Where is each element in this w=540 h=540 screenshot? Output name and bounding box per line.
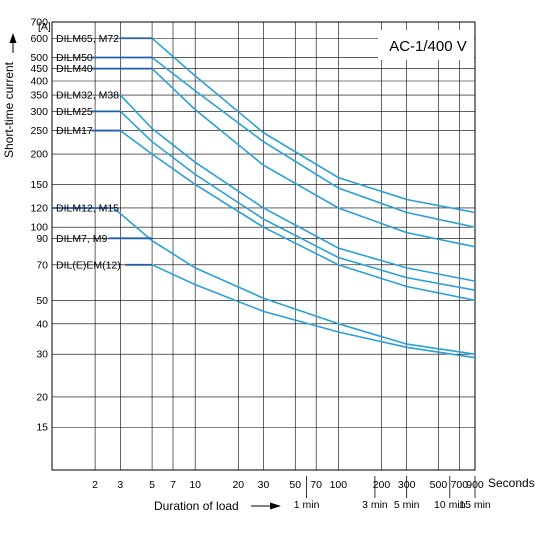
y-tick-label: 70 xyxy=(36,259,48,271)
x-tick-label: 3 xyxy=(117,479,123,491)
x-tick-label: 500 xyxy=(430,479,448,491)
y-axis-arrow-head xyxy=(9,33,17,43)
series-label: DILM50 xyxy=(56,52,93,64)
y-tick-label: 20 xyxy=(36,391,48,403)
x-tick-label: 70 xyxy=(310,479,322,491)
x-tick-label: 2 xyxy=(92,479,98,491)
y-tick-label: 200 xyxy=(30,149,48,161)
series-label: DILM12, M15 xyxy=(56,202,119,214)
minute-tick-label: 1 min xyxy=(294,499,320,511)
y-tick-label: 30 xyxy=(36,349,48,361)
minute-tick-label: 5 min xyxy=(394,499,420,511)
y-tick-label: 700 xyxy=(30,17,48,29)
x-tick-label: 5 xyxy=(149,479,155,491)
tick-labels: 1520304050709010012015020025030035040045… xyxy=(30,17,490,512)
x-axis-arrow-head xyxy=(270,502,281,510)
series-label: DILM17 xyxy=(56,125,93,137)
curves xyxy=(52,37,476,359)
y-tick-label: 120 xyxy=(30,202,48,214)
x-tick-label: 30 xyxy=(258,479,270,491)
y-axis-label: Short-time current xyxy=(2,61,16,158)
minute-tick-label: 15 min xyxy=(459,499,491,511)
x-tick-label: 10 xyxy=(189,479,201,491)
x-tick-label: 200 xyxy=(373,479,391,491)
y-tick-label: 90 xyxy=(36,233,48,245)
y-tick-label: 100 xyxy=(30,222,48,234)
title-box xyxy=(378,30,474,60)
minute-tick-label: 10 min xyxy=(434,499,466,511)
minute-tick-label: 3 min xyxy=(362,499,388,511)
y-tick-label: 250 xyxy=(30,125,48,137)
y-tick-label: 15 xyxy=(36,422,48,434)
series-curve xyxy=(119,94,476,282)
y-tick-label: 350 xyxy=(30,90,48,102)
x-axis-label: Duration of load xyxy=(154,499,239,513)
x-tick-label: 7 xyxy=(170,479,176,491)
x-tick-label: 100 xyxy=(330,479,348,491)
y-unit: [A] xyxy=(38,21,51,33)
series-curve xyxy=(151,56,476,228)
series-label: DILM32, M38 xyxy=(56,90,119,102)
y-tick-label: 50 xyxy=(36,295,48,307)
y-tick-label: 600 xyxy=(30,33,48,45)
x-unit: Seconds xyxy=(488,476,535,490)
series-label: DILM25 xyxy=(56,106,93,118)
y-tick-label: 500 xyxy=(30,52,48,64)
series-curve xyxy=(151,37,476,214)
series-curve xyxy=(151,264,476,359)
series-curve xyxy=(151,68,476,248)
y-tick-label: 300 xyxy=(30,106,48,118)
series-label: DILM40 xyxy=(56,63,93,75)
series-curve xyxy=(119,110,476,291)
x-tick-label: 20 xyxy=(232,479,244,491)
series-label: DILM65, M72 xyxy=(56,33,119,45)
chart-title: AC-1/400 V xyxy=(389,38,467,55)
series-curve xyxy=(119,129,476,302)
series-curve xyxy=(113,207,476,355)
y-tick-label: 150 xyxy=(30,179,48,191)
y-tick-label: 400 xyxy=(30,76,48,88)
x-tick-label: 700 xyxy=(451,479,469,491)
y-tick-label: 40 xyxy=(36,318,48,330)
series-label: DIL(E)EM(12) xyxy=(56,259,121,271)
x-tick-label: 50 xyxy=(289,479,301,491)
series-label: DILM7, M9 xyxy=(56,233,108,245)
y-tick-label: 450 xyxy=(30,63,48,75)
